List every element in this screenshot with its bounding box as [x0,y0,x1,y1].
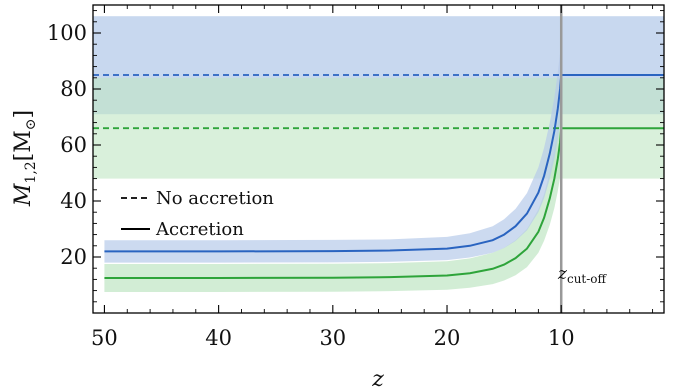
y-tick-labels: 20 40 60 80 100 [47,21,87,269]
accretion-line-blue [104,74,563,253]
y-tick-label: 100 [47,21,87,45]
accretion-band-green [104,91,562,292]
legend-label-no-accretion: No accretion [156,188,274,209]
y-tick-label: 60 [60,133,87,157]
series-lines [93,74,664,279]
y-axis-label: M1,2[M⊙] [11,110,39,207]
y-tick-label: 80 [60,77,87,101]
x-tick-labels: 50 40 30 20 10 [91,326,575,350]
x-tick-label: 50 [91,326,118,350]
x-tick-label: 10 [548,326,575,350]
x-tick-label: 20 [434,326,461,350]
legend: No accretion Accretion [121,188,274,240]
legend-label-accretion: Accretion [155,219,244,240]
y-tick-label: 20 [60,245,87,269]
accretion-band-blue [104,41,562,263]
x-tick-label: 30 [319,326,346,350]
cutoff-annotation: zcut-off [557,264,608,286]
accretion-line-green [104,128,563,279]
axis-ticks [93,5,664,313]
y-tick-label: 40 [60,189,87,213]
x-tick-label: 40 [205,326,232,350]
x-axis-label: z [371,367,384,391]
